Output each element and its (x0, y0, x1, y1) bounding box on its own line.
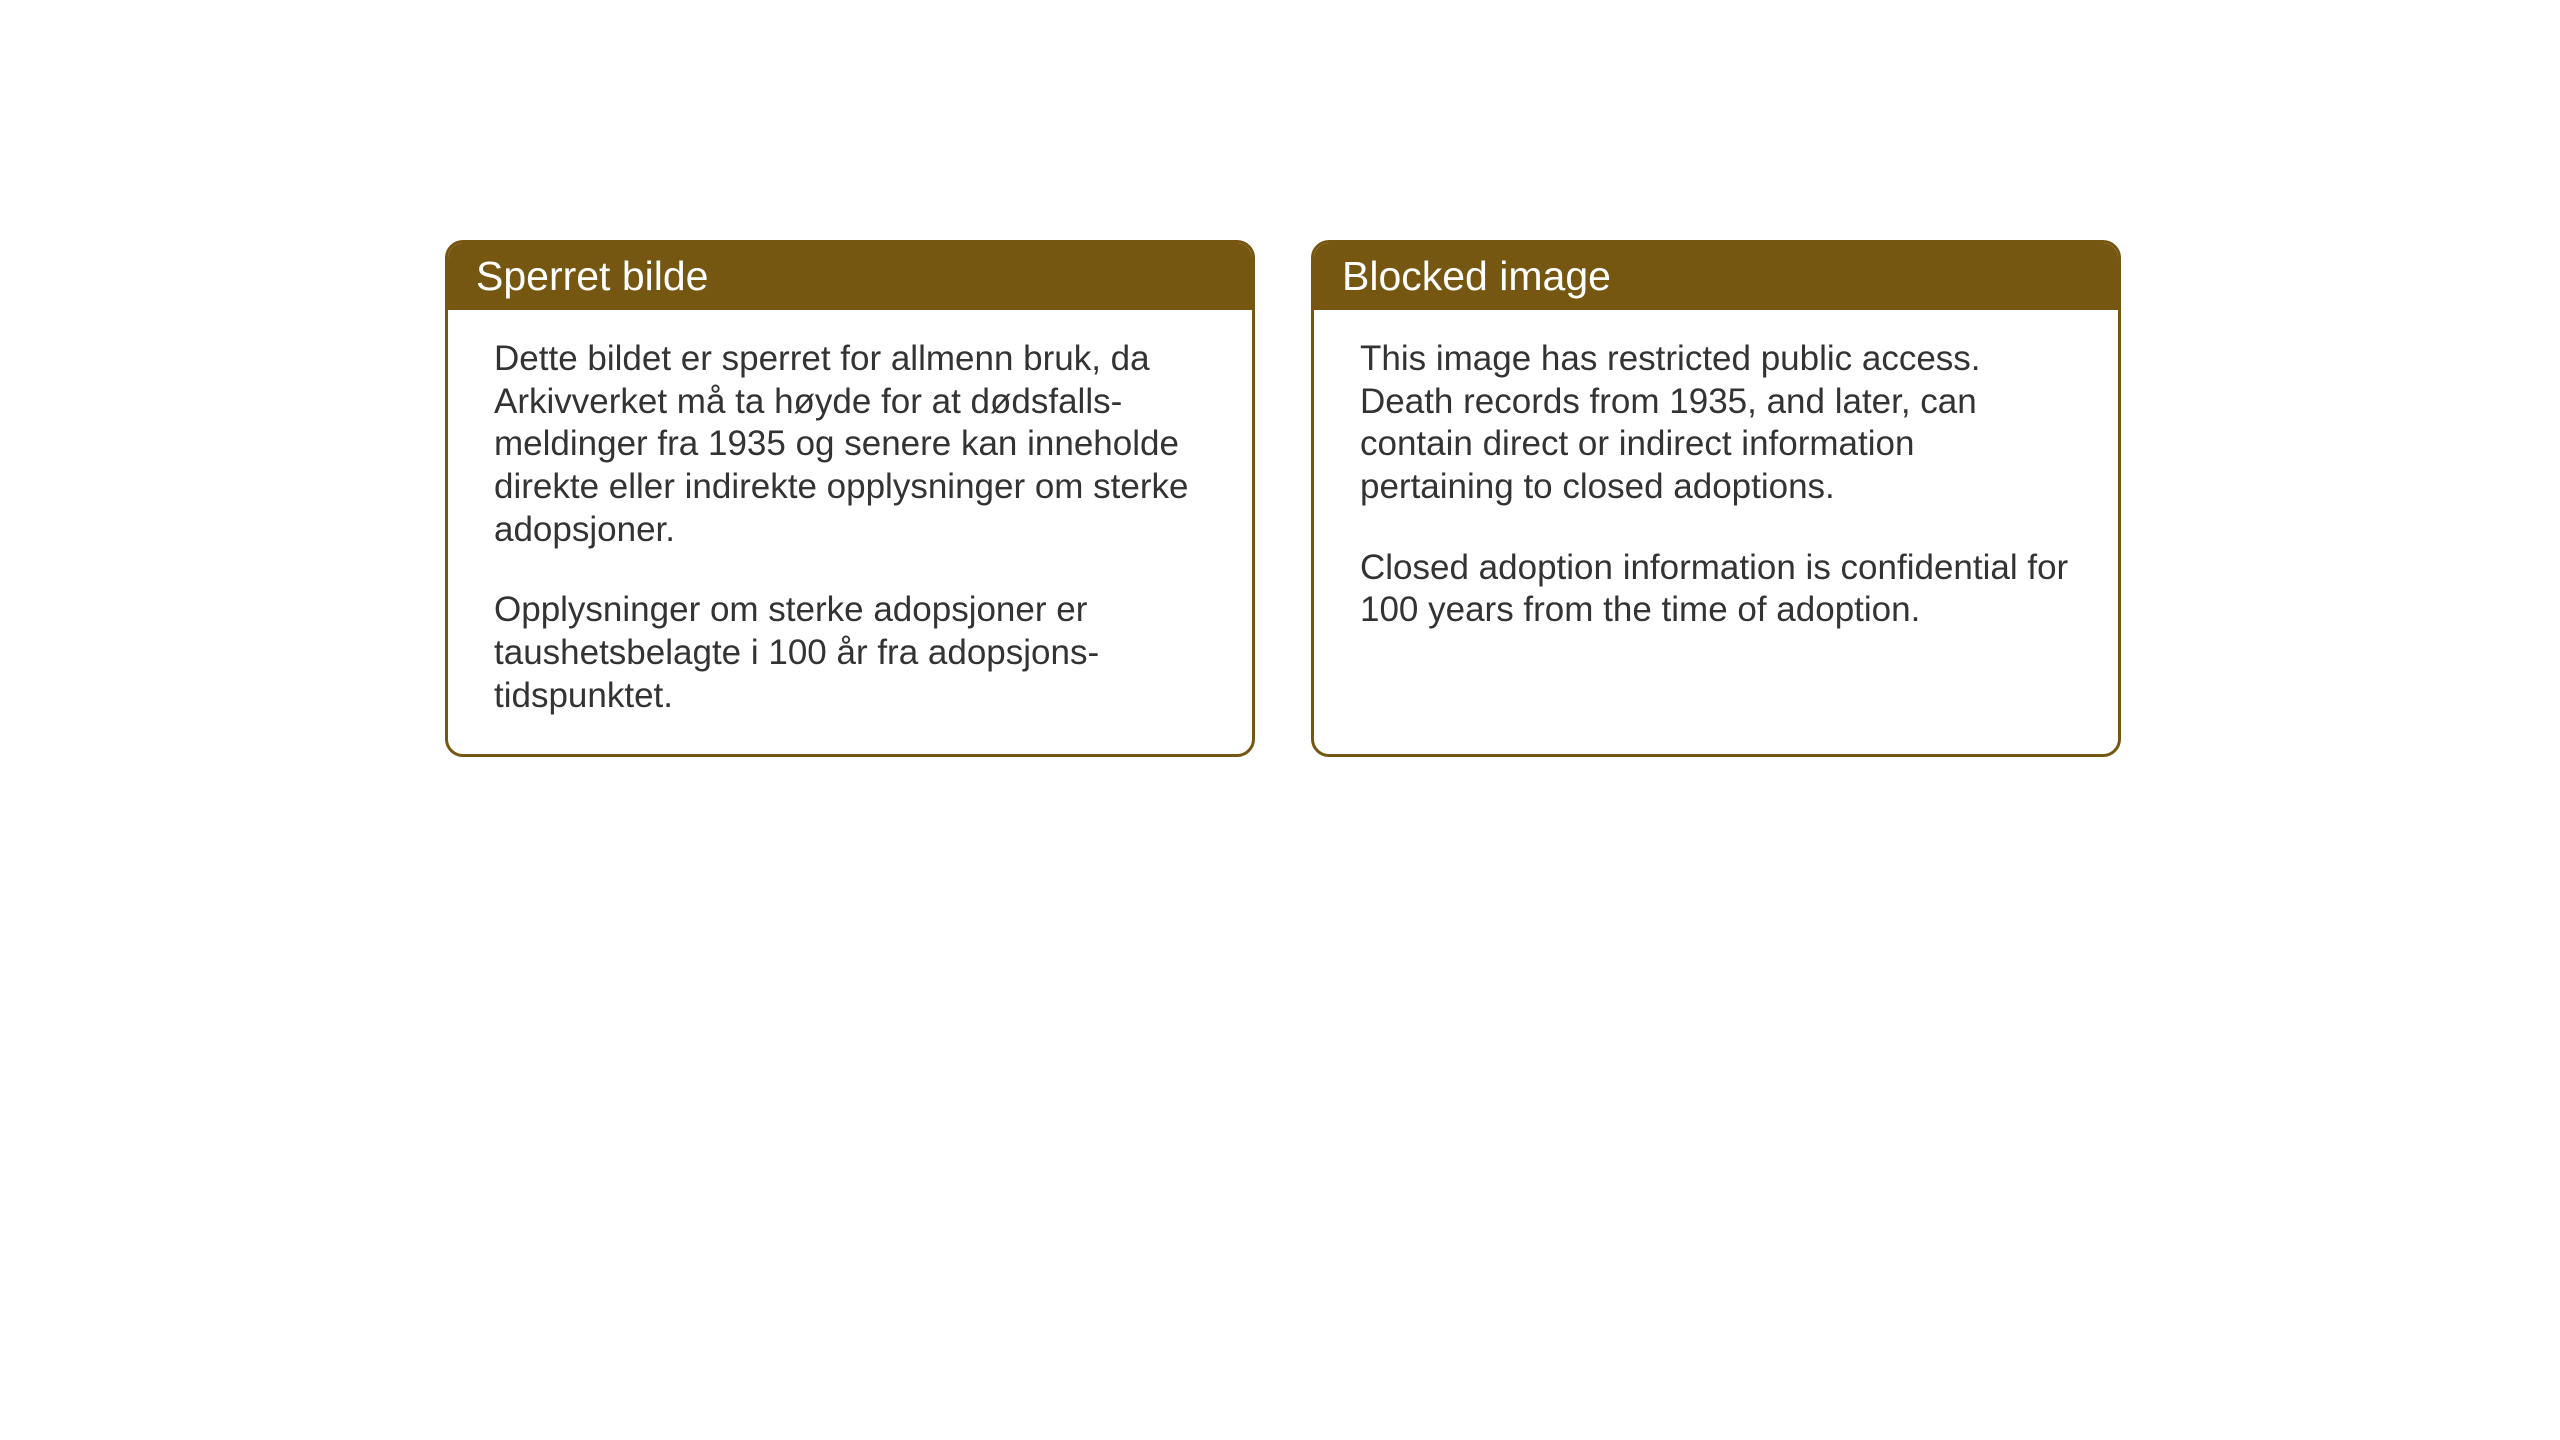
english-card-body: This image has restricted public access.… (1314, 310, 2118, 668)
notice-container: Sperret bilde Dette bildet er sperret fo… (445, 240, 2121, 757)
norwegian-paragraph-1: Dette bildet er sperret for allmenn bruk… (494, 338, 1206, 551)
english-paragraph-2: Closed adoption information is confident… (1360, 547, 2072, 632)
norwegian-paragraph-2: Opplysninger om sterke adopsjoner er tau… (494, 589, 1206, 717)
norwegian-card-body: Dette bildet er sperret for allmenn bruk… (448, 310, 1252, 754)
norwegian-card-title: Sperret bilde (448, 243, 1252, 310)
english-card: Blocked image This image has restricted … (1311, 240, 2121, 757)
norwegian-card: Sperret bilde Dette bildet er sperret fo… (445, 240, 1255, 757)
english-paragraph-1: This image has restricted public access.… (1360, 338, 2072, 509)
english-card-title: Blocked image (1314, 243, 2118, 310)
